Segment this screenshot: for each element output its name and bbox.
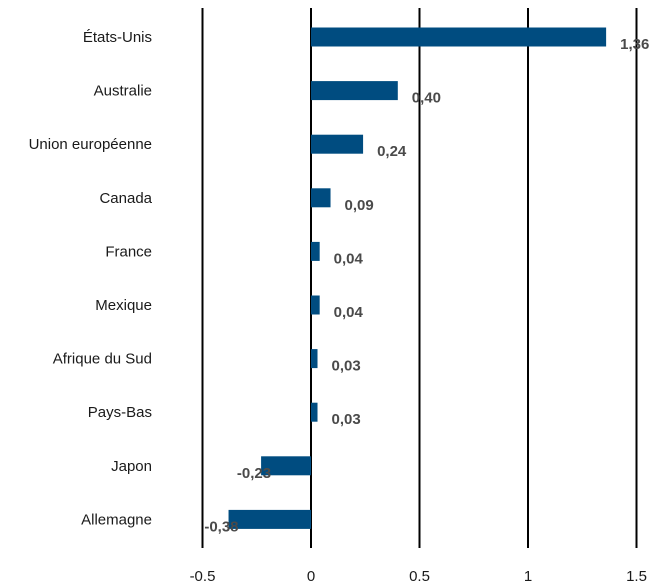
bar xyxy=(261,456,311,476)
category-label: Canada xyxy=(99,190,152,207)
category-label: France xyxy=(105,243,152,260)
bar xyxy=(311,349,318,369)
value-label: 0,04 xyxy=(334,304,364,321)
value-label: 0,09 xyxy=(345,197,374,214)
category-label: Australie xyxy=(94,83,152,100)
x-tick-label: 0 xyxy=(307,568,315,583)
bars xyxy=(228,27,607,529)
bar xyxy=(311,295,320,315)
value-labels: 1,36 0,40 0,24 0,09 0,04 0,04 0,03 0,03 -0,23 -0,… xyxy=(204,36,649,535)
category-label: Afrique du Sud xyxy=(53,351,152,368)
x-tick-label: 1 xyxy=(524,568,532,583)
value-label: 0,03 xyxy=(332,358,361,375)
x-tick-label: -0.5 xyxy=(190,568,216,583)
value-label: 0,04 xyxy=(334,250,364,267)
bar xyxy=(228,509,311,529)
bar xyxy=(311,81,398,101)
category-label: Mexique xyxy=(95,297,152,314)
x-tick-label: 0.5 xyxy=(409,568,430,583)
x-axis-ticks: -0.5 0 0.5 1 1.5 xyxy=(190,568,647,583)
category-label: États-Unis xyxy=(83,29,152,46)
category-labels: États-Unis Australie Union européenne Canad… xyxy=(29,29,153,528)
category-label: Union européenne xyxy=(29,136,152,153)
bar xyxy=(311,188,331,208)
bar xyxy=(311,134,364,154)
value-label: -0,23 xyxy=(237,465,271,482)
value-label: -0,38 xyxy=(204,518,238,535)
category-label: Pays-Bas xyxy=(88,404,152,421)
value-label: 0,24 xyxy=(377,143,407,160)
bar xyxy=(311,241,320,261)
category-label: Allemagne xyxy=(81,511,152,528)
x-tick-label: 1.5 xyxy=(626,568,647,583)
value-label: 1,36 xyxy=(620,36,649,53)
bar xyxy=(311,402,318,422)
category-label: Japon xyxy=(111,458,152,475)
value-label: 0,40 xyxy=(412,90,441,107)
value-label: 0,03 xyxy=(332,411,361,428)
bar xyxy=(311,27,607,47)
